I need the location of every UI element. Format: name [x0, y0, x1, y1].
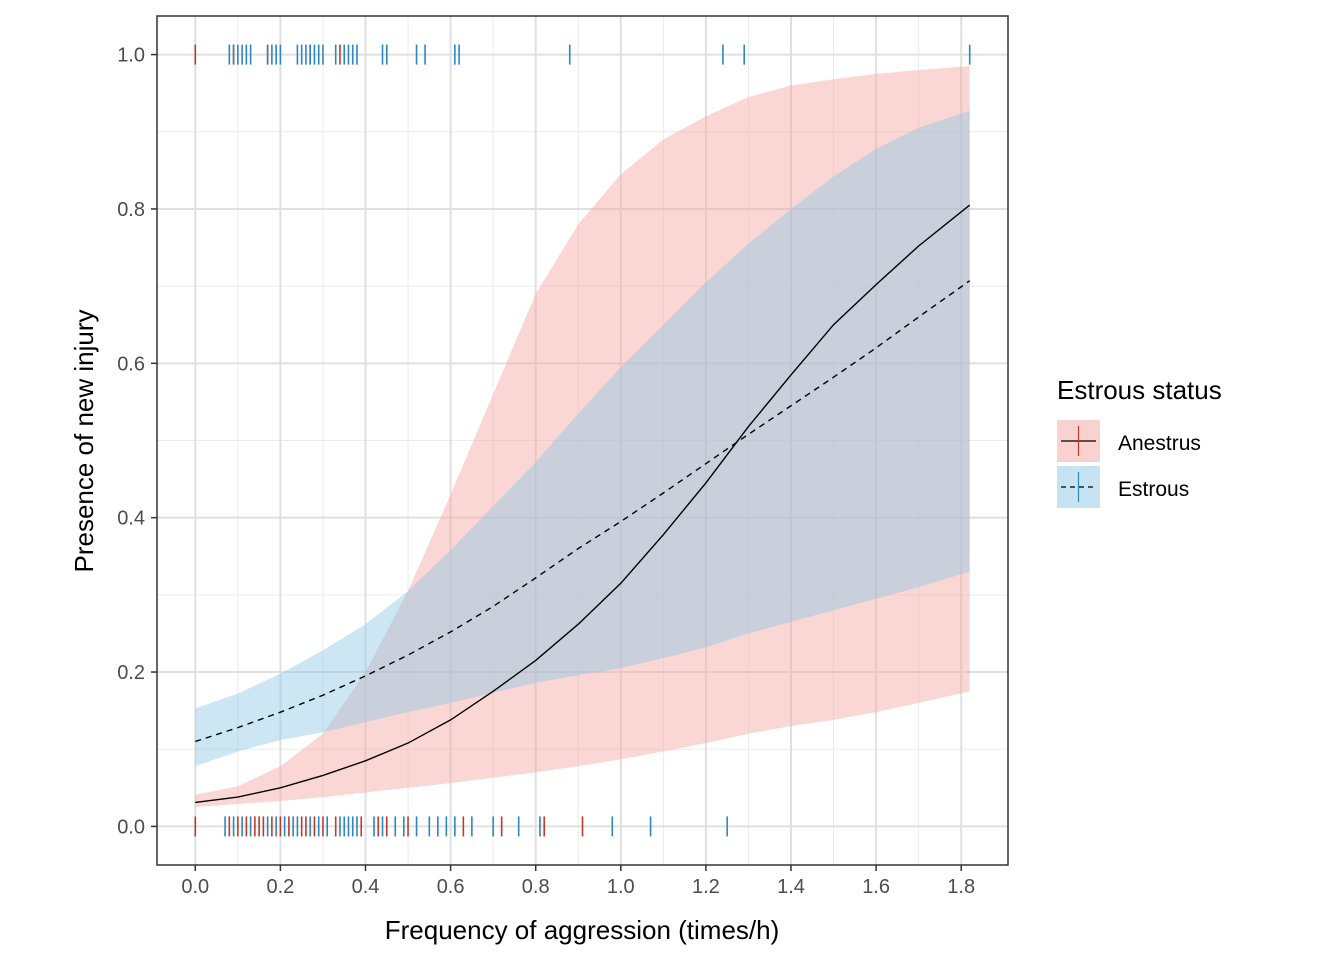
- x-tick-label: 1.6: [862, 876, 890, 898]
- x-tick-label: 0.6: [437, 876, 465, 898]
- x-tick-label: 0.8: [522, 876, 550, 898]
- rug-marks: [194, 44, 971, 837]
- x-tick-label: 1.2: [692, 876, 720, 898]
- major-gridlines: [157, 16, 1008, 865]
- ribbon-anestrus: [195, 66, 970, 808]
- x-tick-label: 1.0: [607, 876, 635, 898]
- y-tick-label: 0.6: [117, 353, 145, 375]
- y-tick-label: 0.0: [117, 816, 145, 838]
- x-tick-label: 0.4: [352, 876, 380, 898]
- y-tick-label: 0.8: [117, 199, 145, 221]
- fit-line-estrous: [195, 280, 971, 743]
- x-axis-title: Frequency of aggression (times/h): [385, 915, 780, 945]
- y-axis-title: Presence of new injury: [69, 309, 99, 572]
- fit-lines: [195, 204, 971, 804]
- legend-item-estrous: Estrous: [1057, 466, 1189, 508]
- minor-gridlines: [157, 16, 1008, 865]
- legend-label-anestrus: Anestrus: [1118, 432, 1201, 455]
- legend-title: Estrous status: [1057, 375, 1222, 405]
- y-axis-ticks: 0.0 0.2 0.4 0.6 0.8 1.0: [117, 45, 157, 838]
- x-axis-ticks: 0.0 0.2 0.4 0.6 0.8 1.0 1.2 1.4 1.6 1.8: [181, 865, 975, 898]
- legend-item-anestrus: Anestrus: [1057, 420, 1201, 462]
- x-tick-label: 0.2: [266, 876, 294, 898]
- y-tick-label: 1.0: [117, 45, 145, 67]
- fit-line-anestrus: [195, 204, 971, 804]
- x-tick-label: 1.4: [777, 876, 805, 898]
- confidence-ribbons: [195, 66, 970, 808]
- x-tick-label: 0.0: [181, 876, 209, 898]
- legend-label-estrous: Estrous: [1118, 478, 1189, 501]
- legend: Estrous status Anestrus Estrous: [1057, 375, 1222, 508]
- y-tick-label: 0.4: [117, 508, 145, 530]
- x-tick-label: 1.8: [947, 876, 975, 898]
- y-tick-label: 0.2: [117, 662, 145, 684]
- ribbon-estrous: [195, 110, 970, 767]
- panel-border: [156, 15, 1009, 866]
